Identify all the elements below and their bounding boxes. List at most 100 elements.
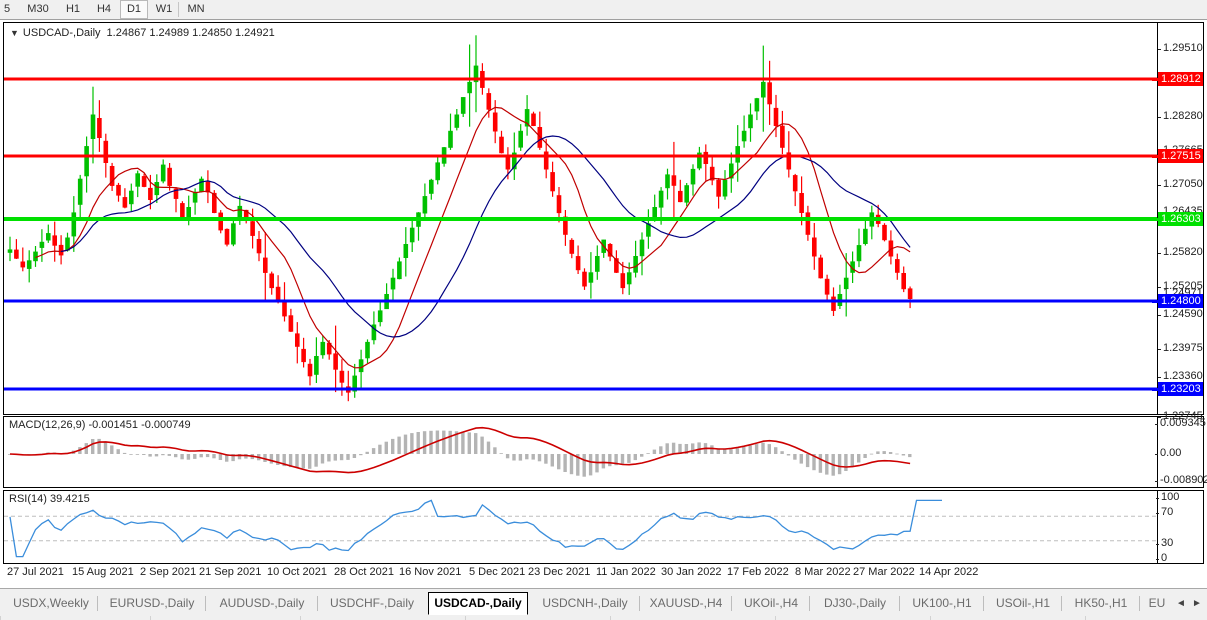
tab-separator [1139,596,1140,611]
price-level-axis-stub [1152,388,1159,391]
y-axis-tick-label: 0.00 [1160,447,1182,459]
y-axis-tick-mark [1156,544,1159,545]
date-axis-label: 16 Nov 2021 [399,566,462,578]
rsi-y-axis [1157,491,1203,563]
price-level-axis-stub [1152,300,1159,303]
chart-tab-ukoil-h4[interactable]: UKOil-,H4 [743,596,798,610]
price-level-label-support-2[interactable]: 1.26303 [1158,212,1203,226]
tab-separator [205,596,206,611]
y-axis-tick-label: 1.25205 [1163,280,1203,292]
y-axis-tick-label: 1.22745 [1163,410,1203,422]
y-axis-tick-label: 1.28280 [1163,110,1203,122]
y-axis-tick-mark [1158,377,1161,378]
macd-label: MACD(12,26,9) -0.001451 -0.000749 [9,419,191,431]
tab-scroll-right-icon[interactable]: ► [1192,598,1202,609]
chart-tab-usdcad-daily[interactable]: USDCAD-,Daily [428,592,528,615]
date-axis-label: 2 Sep 2021 [140,566,197,578]
y-axis-tick-mark [1158,253,1161,254]
date-axis-label: 10 Oct 2021 [267,566,327,578]
price-chart-panel[interactable] [3,22,1204,415]
y-axis-tick-mark [1155,424,1158,425]
tab-separator [983,596,984,611]
y-axis-tick-label: 1.23360 [1163,370,1203,382]
tab-separator [899,596,900,611]
timeframe-toolbar: 5 M30 H1 H4 D1 W1 MN [0,0,1207,20]
tab-scroll-left-icon[interactable]: ◄ [1176,598,1186,609]
tab-separator [639,596,640,611]
y-axis-tick-label: 1.24590 [1163,308,1203,320]
chart-tab-usdcnh-daily[interactable]: USDCNH-,Daily [542,596,628,610]
y-axis-tick-mark [1158,117,1161,118]
y-axis-tick-label: 0.009345 [1160,417,1206,429]
price-level-label-resistance-1[interactable]: 1.27515 [1158,149,1203,163]
price-level-axis-stub [1152,218,1159,221]
y-axis-tick-mark [1158,417,1161,418]
macd-histogram-svg [8,426,912,477]
y-axis-tick-label: 1.29510 [1163,42,1203,54]
y-axis-tick-mark [1158,185,1161,186]
date-axis-label: 14 Apr 2022 [919,566,979,578]
chart-tab-usoil-h1[interactable]: USOil-,H1 [995,596,1050,610]
tab-separator [1061,596,1062,611]
timeframe-button-w1[interactable]: W1 [155,3,173,15]
date-axis-label: 8 Mar 2022 [795,566,851,578]
tab-separator [97,596,98,611]
macd-indicator-panel[interactable]: MACD(12,26,9) -0.001451 -0.000749 [3,416,1204,488]
timeframe-button-m5[interactable]: 5 [3,3,11,15]
chart-tab-usdx-weekly[interactable]: USDX,Weekly [13,596,89,610]
price-level-axis-stub [1152,78,1159,81]
timeframe-button-mn[interactable]: MN [187,3,205,15]
tab-separator [809,596,810,611]
chart-tab-xauusd-h4[interactable]: XAUUSD-,H4 [649,596,723,610]
collapse-chevron-icon[interactable]: ▼ [10,28,19,38]
tab-separator [731,596,732,611]
timeframe-button-h4[interactable]: H4 [96,3,112,15]
rsi-indicator-panel[interactable]: RSI(14) 39.4215 [3,490,1204,564]
date-axis-label: 11 Jan 2022 [596,566,656,578]
chart-tab-bar[interactable]: ◄ ► USDX,Weekly EURUSD-,Daily AUDUSD-,Dail… [0,588,1207,620]
tab-separator [317,596,318,611]
chart-tab-audusd-daily[interactable]: AUDUSD-,Daily [219,596,305,610]
chart-tab-eurusd-daily[interactable]: EURUSD-,Daily [109,596,195,610]
y-axis-tick-mark [1158,315,1161,316]
macd-y-axis [1157,417,1203,487]
y-axis-tick-mark [1156,559,1159,560]
y-axis-tick-mark [1156,498,1159,499]
date-axis-label: 5 Dec 2021 [469,566,526,578]
date-axis-label: 28 Oct 2021 [334,566,394,578]
timeframe-button-d1[interactable]: D1 [120,0,148,19]
symbol-title: USDCAD-,Daily [22,27,101,39]
chart-tab-hk50-h1[interactable]: HK50-,H1 [1074,596,1128,610]
price-level-label-support-4[interactable]: 1.23203 [1158,382,1203,396]
timeframe-button-h1[interactable]: H1 [65,3,81,15]
rsi-label: RSI(14) 39.4215 [9,493,90,505]
rsi-line-svg [4,499,1157,558]
y-axis-tick-mark [1155,481,1158,482]
chart-tab-eu[interactable]: EU [1148,596,1166,610]
date-axis-label: 27 Mar 2022 [853,566,915,578]
symbol-header: ▼ USDCAD-,Daily 1.24867 1.24989 1.24850 1.… [10,27,275,39]
rsi-plot-area[interactable] [4,491,1157,563]
price-level-label-support-3[interactable]: 1.24800 [1158,294,1203,308]
y-axis-tick-mark [1156,513,1159,514]
macd-plot-area[interactable] [4,417,1157,487]
y-axis-tick-label: 30 [1161,537,1174,549]
y-axis-tick-label: 1.23975 [1163,342,1203,354]
date-axis: 27 Jul 2021 15 Aug 2021 2 Sep 2021 21 Sep 2… [3,565,1204,586]
y-axis-tick-mark [1155,454,1158,455]
y-axis-tick-mark [1158,49,1161,50]
y-axis-tick-label: 1.27050 [1163,178,1203,190]
toolbar-separator [178,2,179,17]
date-axis-label: 27 Jul 2021 [7,566,64,578]
date-axis-label: 21 Sep 2021 [199,566,262,578]
y-axis-tick-mark [1158,287,1161,288]
date-axis-label: 23 Dec 2021 [528,566,591,578]
price-plot-area[interactable] [4,23,1157,414]
timeframe-button-m30[interactable]: M30 [27,3,49,15]
chart-tab-dj30-daily[interactable]: DJ30-,Daily [823,596,886,610]
chart-tab-uk100-h1[interactable]: UK100-,H1 [912,596,972,610]
chart-tab-usdchf-daily[interactable]: USDCHF-,Daily [330,596,414,610]
y-axis-tick-label: 0 [1161,552,1168,564]
price-level-label-resistance-0[interactable]: 1.28912 [1158,72,1203,86]
